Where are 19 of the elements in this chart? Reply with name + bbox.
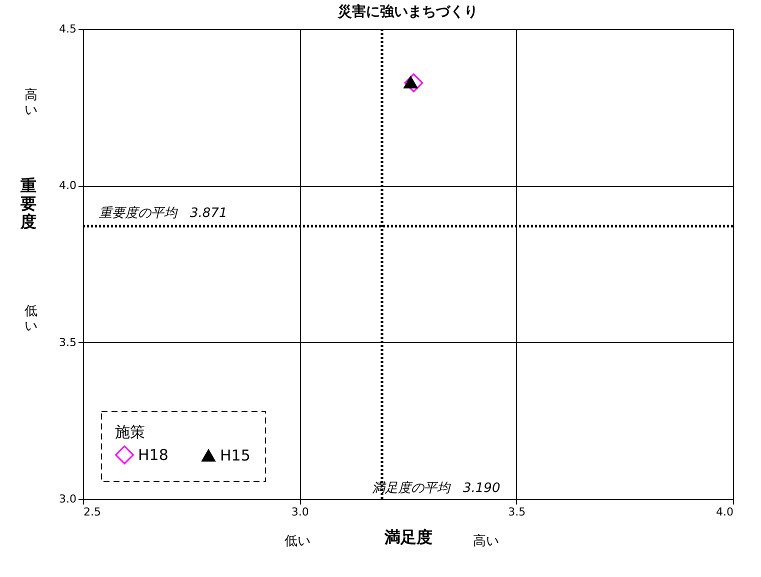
x-tick-label: 2.5 xyxy=(84,506,101,518)
legend-title: 施策 xyxy=(115,423,145,441)
legend-label: H18 xyxy=(138,446,168,464)
y-axis-title: 重要度 xyxy=(20,176,36,231)
x-tick-label: 4.0 xyxy=(716,506,734,518)
y-tick-label: 4.0 xyxy=(59,179,76,192)
y-tick-label: 4.5 xyxy=(59,22,76,36)
legend-label: H15 xyxy=(220,446,250,465)
y-tick-label: 3.0 xyxy=(59,492,76,506)
text: 高い xyxy=(24,86,38,118)
x-tick-label: 3.5 xyxy=(508,506,526,518)
ref-line-label: 重要度の平均 3.871 xyxy=(99,205,228,222)
text: 低い xyxy=(284,534,310,549)
x-axis-title: 満足度 xyxy=(384,528,432,546)
text: 低い xyxy=(24,304,38,334)
y-tick-label: 3.5 xyxy=(59,336,76,349)
chart-title: 災害に強いまちづくり xyxy=(337,3,478,20)
text: 高い xyxy=(473,533,499,549)
x-tick-label: 3.0 xyxy=(291,506,309,518)
